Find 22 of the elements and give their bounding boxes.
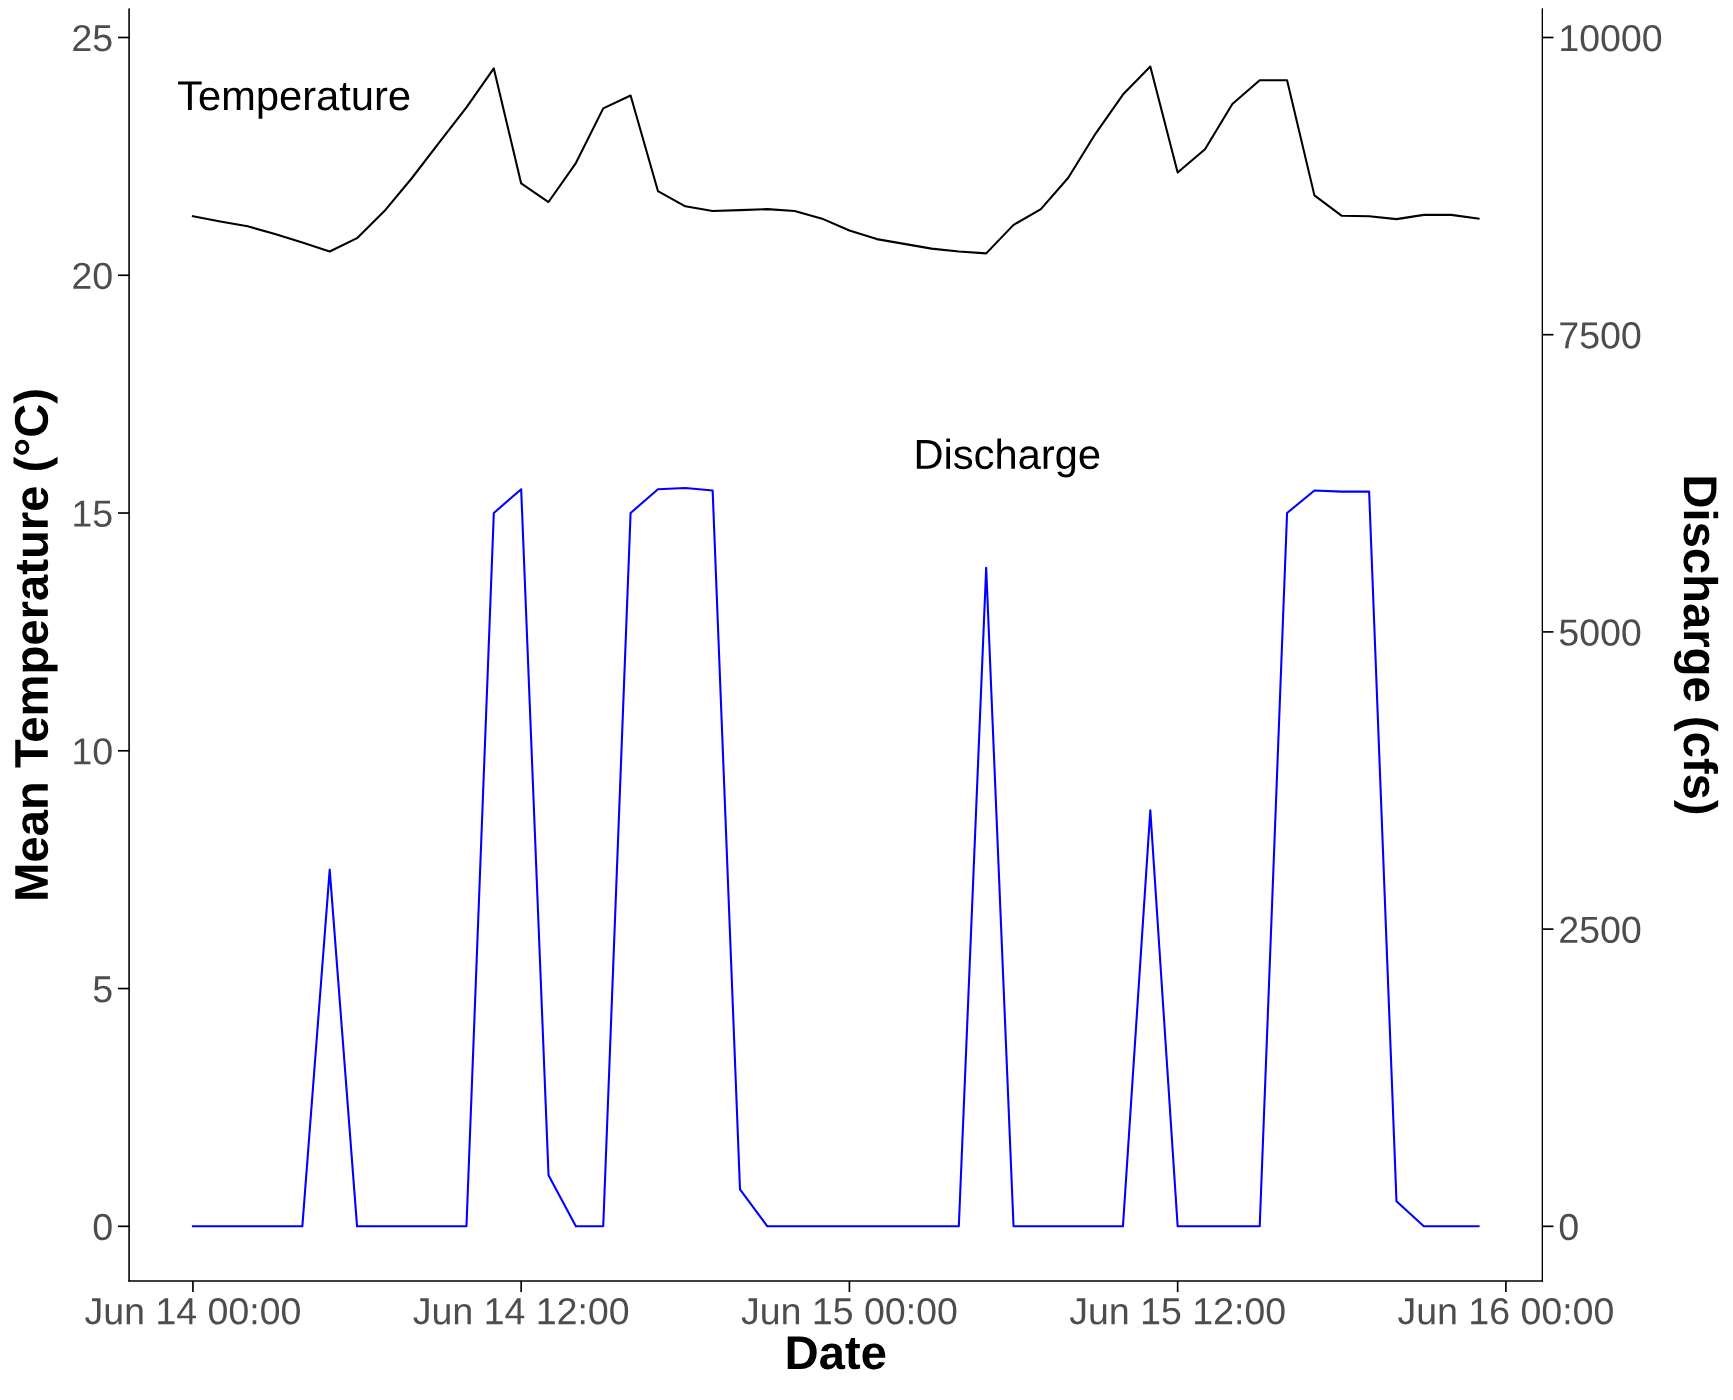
- y2-tick-label: 10000: [1561, 24, 1662, 52]
- y-axis-title: Mean Temperature (°C): [13, 390, 58, 899]
- x-tick-label: Jun 14 12:00: [413, 1297, 629, 1325]
- y2-tick-label: 2500: [1560, 916, 1641, 944]
- y-tick-label: 5: [93, 976, 112, 1003]
- y-tick-label: 25: [73, 24, 112, 52]
- x-tick-label: Jun 14 00:00: [85, 1297, 300, 1325]
- y2-tick-label: 7500: [1560, 322, 1641, 349]
- series-label: Temperature: [178, 81, 410, 119]
- y2-tick-label: 0: [1559, 1213, 1578, 1241]
- x-axis-title: Date: [787, 1336, 886, 1370]
- line-series: [191, 487, 1480, 1228]
- y-tick-label: 20: [73, 262, 112, 290]
- y-tick-label: 15: [74, 500, 112, 527]
- text: Discharge: [916, 438, 1100, 478]
- x-tick-label: Jun 16 00:00: [1398, 1297, 1613, 1325]
- y2-tick-label: 5000: [1559, 619, 1641, 646]
- y-tick-label: 10: [74, 738, 112, 765]
- y-tick-label: 0: [93, 1213, 112, 1241]
- y2-axis-title: Discharge (cfs): [1673, 477, 1719, 814]
- x-tick-label: Jun 15 12:00: [1069, 1297, 1285, 1325]
- x-tick-label: Jun 15 00:00: [741, 1297, 957, 1325]
